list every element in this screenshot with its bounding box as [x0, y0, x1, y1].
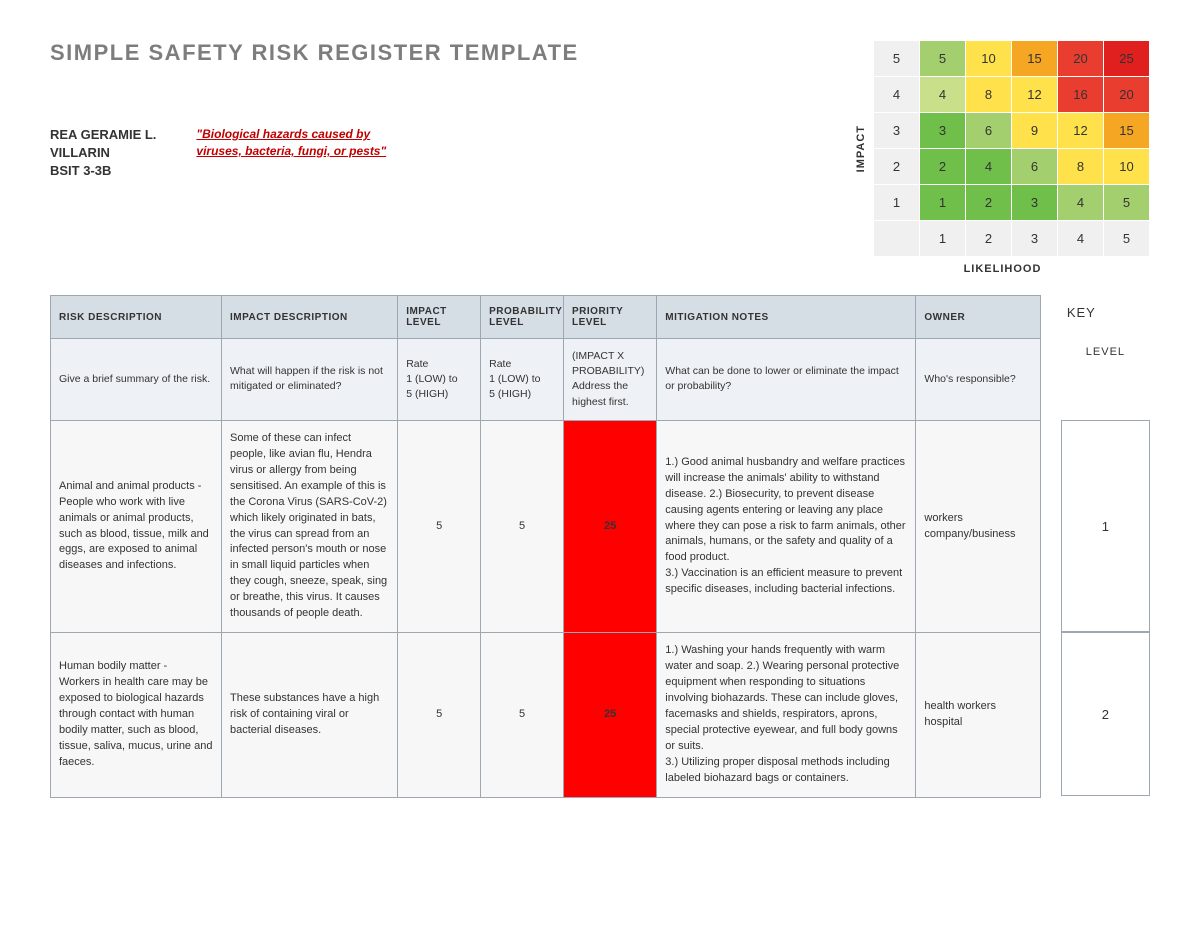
- matrix-cell: 10: [966, 41, 1012, 77]
- key-level-header: LEVEL: [1061, 338, 1150, 420]
- risk-register-table: RISK DESCRIPTIONIMPACT DESCRIPTIONIMPACT…: [50, 295, 1041, 798]
- table-header: PRIORITY LEVEL: [564, 296, 657, 339]
- probability-level-cell: 5: [481, 420, 564, 632]
- impact-description-cell: These substances have a high risk of con…: [222, 633, 398, 797]
- table-help-cell: Who's responsible?: [916, 339, 1040, 421]
- risk-matrix-grid: 5510152025448121620336912152246810112345…: [873, 40, 1150, 257]
- matrix-cell: 3: [1012, 185, 1058, 221]
- author-line: BSIT 3-3B: [50, 162, 156, 180]
- table-header: PROBABILITY LEVEL: [481, 296, 564, 339]
- table-help-cell: (IMPACT X PROBABILITY) Address the highe…: [564, 339, 657, 421]
- matrix-corner: [874, 221, 920, 257]
- matrix-cell: 2: [966, 185, 1012, 221]
- table-help-cell: What can be done to lower or eliminate t…: [657, 339, 916, 421]
- table-help-cell: Give a brief summary of the risk.: [51, 339, 222, 421]
- matrix-col-header: 2: [966, 221, 1012, 257]
- matrix-cell: 4: [1058, 185, 1104, 221]
- matrix-cell: 4: [966, 149, 1012, 185]
- matrix-cell: 5: [1104, 185, 1150, 221]
- matrix-cell: 15: [1012, 41, 1058, 77]
- mitigation-notes-cell: 1.) Good animal husbandry and welfare pr…: [657, 420, 916, 632]
- table-help-cell: Rate1 (LOW) to5 (HIGH): [398, 339, 481, 421]
- table-header: IMPACT LEVEL: [398, 296, 481, 339]
- matrix-cell: 25: [1104, 41, 1150, 77]
- matrix-col-header: 3: [1012, 221, 1058, 257]
- matrix-row-header: 3: [874, 113, 920, 149]
- table-header: IMPACT DESCRIPTION: [222, 296, 398, 339]
- matrix-cell: 12: [1012, 77, 1058, 113]
- matrix-cell: 16: [1058, 77, 1104, 113]
- matrix-cell: 20: [1058, 41, 1104, 77]
- key-level-cell: 1: [1061, 420, 1150, 632]
- likelihood-axis-label: LIKELIHOOD: [855, 263, 1150, 275]
- matrix-cell: 8: [1058, 149, 1104, 185]
- document-subtitle: "Biological hazards caused by viruses, b…: [196, 126, 396, 160]
- page-title: SIMPLE SAFETY RISK REGISTER TEMPLATE: [50, 40, 855, 66]
- priority-level-cell: 25: [564, 633, 657, 797]
- matrix-cell: 9: [1012, 113, 1058, 149]
- impact-description-cell: Some of these can infect people, like av…: [222, 420, 398, 632]
- matrix-col-header: 5: [1104, 221, 1150, 257]
- table-header: MITIGATION NOTES: [657, 296, 916, 339]
- matrix-cell: 1: [920, 185, 966, 221]
- key-level-cell: 2: [1061, 632, 1150, 796]
- matrix-cell: 6: [1012, 149, 1058, 185]
- matrix-cell: 8: [966, 77, 1012, 113]
- owner-cell: health workershospital: [916, 633, 1040, 797]
- matrix-row-header: 1: [874, 185, 920, 221]
- risk-description-cell: Animal and animal products - People who …: [51, 420, 222, 632]
- table-header: OWNER: [916, 296, 1040, 339]
- matrix-cell: 4: [920, 77, 966, 113]
- mitigation-notes-cell: 1.) Washing your hands frequently with w…: [657, 633, 916, 797]
- matrix-cell: 5: [920, 41, 966, 77]
- impact-level-cell: 5: [398, 420, 481, 632]
- author-line: VILLARIN: [50, 144, 156, 162]
- impact-level-cell: 5: [398, 633, 481, 797]
- matrix-cell: 12: [1058, 113, 1104, 149]
- table-header: RISK DESCRIPTION: [51, 296, 222, 339]
- matrix-cell: 20: [1104, 77, 1150, 113]
- matrix-cell: 15: [1104, 113, 1150, 149]
- matrix-row-header: 5: [874, 41, 920, 77]
- matrix-cell: 2: [920, 149, 966, 185]
- matrix-cell: 10: [1104, 149, 1150, 185]
- matrix-cell: 6: [966, 113, 1012, 149]
- risk-description-cell: Human bodily matter -Workers in health c…: [51, 633, 222, 797]
- priority-level-cell: 25: [564, 420, 657, 632]
- owner-cell: workerscompany/business: [916, 420, 1040, 632]
- author-name: REA GERAMIE L.VILLARINBSIT 3-3B: [50, 126, 156, 181]
- table-help-cell: What will happen if the risk is not miti…: [222, 339, 398, 421]
- table-help-cell: Rate1 (LOW) to5 (HIGH): [481, 339, 564, 421]
- matrix-col-header: 1: [920, 221, 966, 257]
- matrix-row-header: 2: [874, 149, 920, 185]
- matrix-row-header: 4: [874, 77, 920, 113]
- key-title: KEY: [1061, 295, 1150, 338]
- impact-axis-label: IMPACT: [855, 125, 867, 172]
- key-panel: KEYLEVEL12: [1061, 295, 1150, 796]
- probability-level-cell: 5: [481, 633, 564, 797]
- author-line: REA GERAMIE L.: [50, 126, 156, 144]
- matrix-col-header: 4: [1058, 221, 1104, 257]
- matrix-cell: 3: [920, 113, 966, 149]
- risk-matrix: IMPACT 551015202544812162033691215224681…: [855, 40, 1150, 275]
